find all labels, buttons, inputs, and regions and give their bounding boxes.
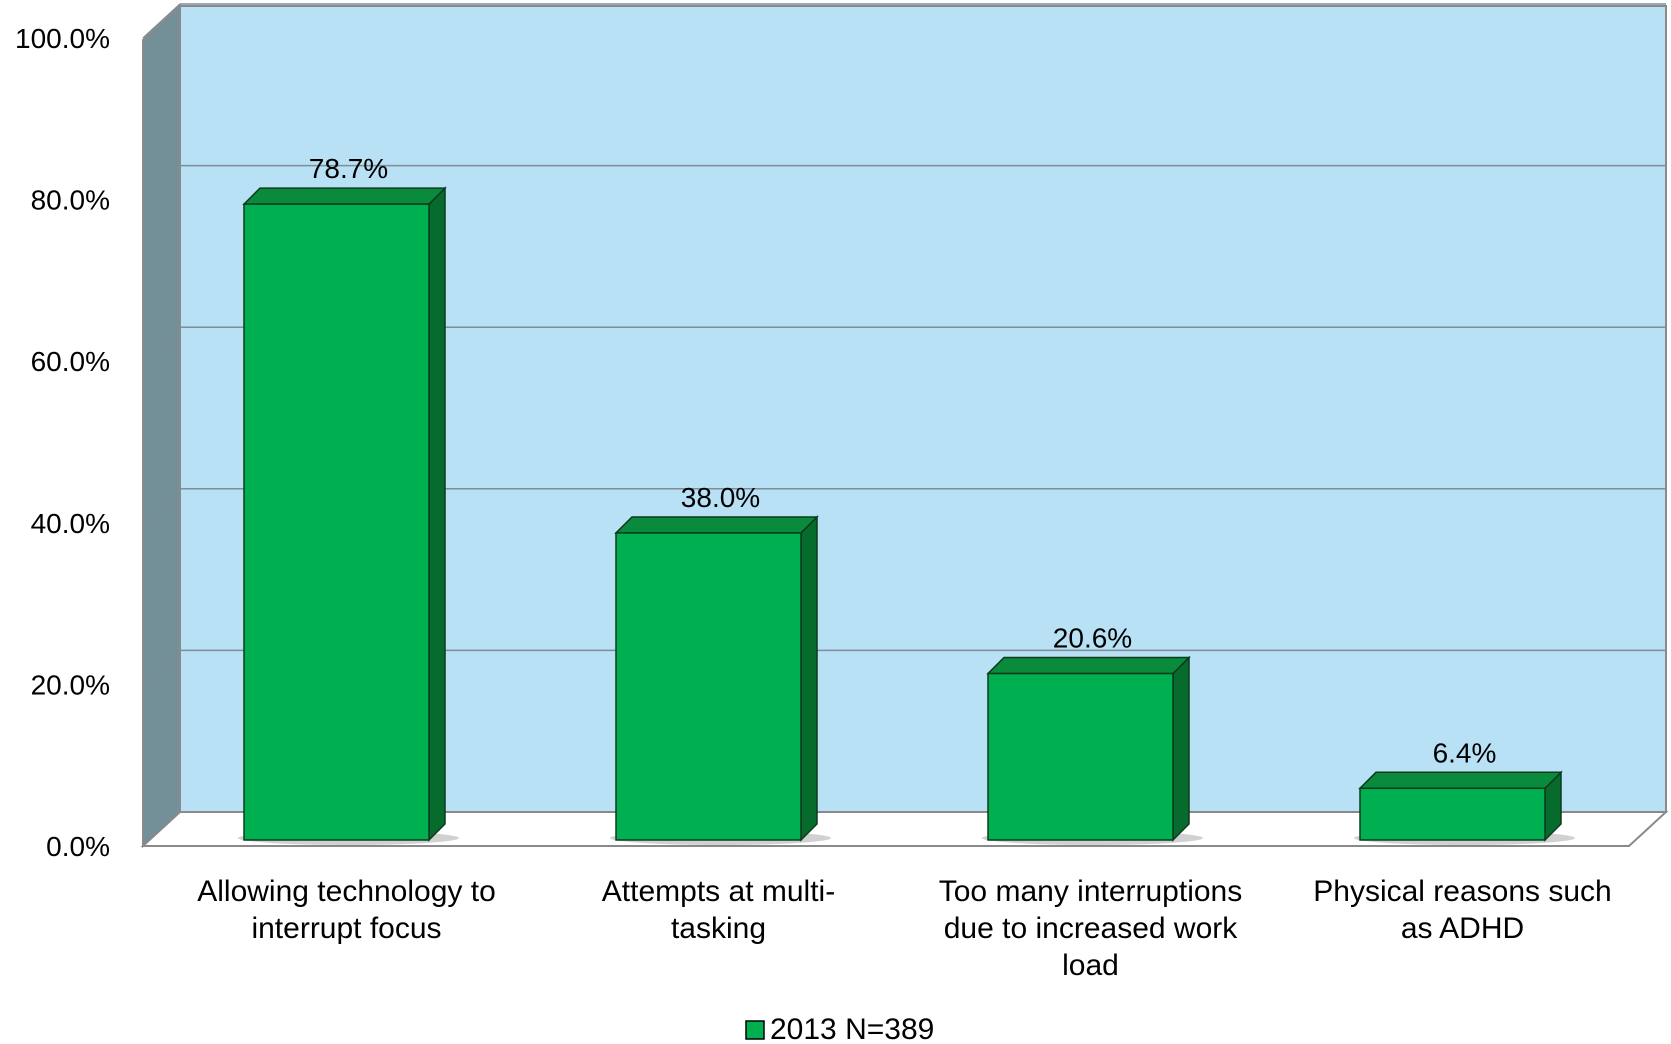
category-label: tasking: [671, 912, 766, 945]
side-wall: [142, 3, 181, 849]
y-axis-tick-labels: 0.0% 20.0% 40.0% 60.0% 80.0% 100.0%: [15, 23, 110, 862]
category-label: due to increased work: [944, 912, 1238, 945]
legend-swatch: [745, 1020, 765, 1040]
category-label: Allowing technology to: [197, 875, 496, 908]
data-label: 20.6%: [1053, 623, 1132, 654]
category-label: Attempts at multi-: [602, 875, 835, 908]
gridline-side: [142, 488, 181, 524]
category-label: Too many interruptions: [939, 875, 1243, 908]
bar-side: [1172, 655, 1190, 842]
bar-top: [1358, 771, 1563, 790]
y-tick-label: 60.0%: [31, 346, 110, 377]
data-label: 78.7%: [309, 153, 388, 184]
gridline-side: [142, 165, 181, 201]
bar: [987, 672, 1174, 841]
legend: 2013 N=389: [745, 1013, 934, 1044]
bar-top: [614, 516, 819, 534]
category-label: as ADHD: [1401, 912, 1524, 945]
category-label: interrupt focus: [251, 912, 441, 945]
gridline-side: [142, 326, 181, 362]
y-tick-label: 100.0%: [15, 23, 110, 54]
y-tick-label: 40.0%: [31, 508, 110, 539]
y-tick-label: 20.0%: [31, 669, 110, 700]
y-tick-label: 80.0%: [31, 185, 110, 216]
gridline-side: [142, 3, 181, 39]
bar-side: [800, 515, 818, 842]
bar: [1359, 787, 1546, 841]
bar: [243, 203, 430, 841]
category-label: load: [1062, 949, 1119, 982]
x-axis-category-labels: Allowing technology to interrupt focus Att…: [197, 875, 1612, 982]
y-tick-label: 0.0%: [46, 831, 110, 862]
data-label: 38.0%: [681, 482, 760, 513]
plot-walls: [140, 3, 1669, 849]
data-label: 6.4%: [1433, 737, 1497, 768]
bar: [615, 532, 802, 841]
bar-side: [428, 186, 446, 842]
bar-top: [986, 656, 1191, 675]
legend-label: 2013 N=389: [770, 1013, 934, 1044]
bar-top: [242, 187, 447, 205]
gridline-side: [142, 649, 181, 685]
bars: 78.7% 38.0% 20.6% 6.4%: [238, 153, 1575, 845]
category-label: Physical reasons such: [1313, 875, 1611, 908]
